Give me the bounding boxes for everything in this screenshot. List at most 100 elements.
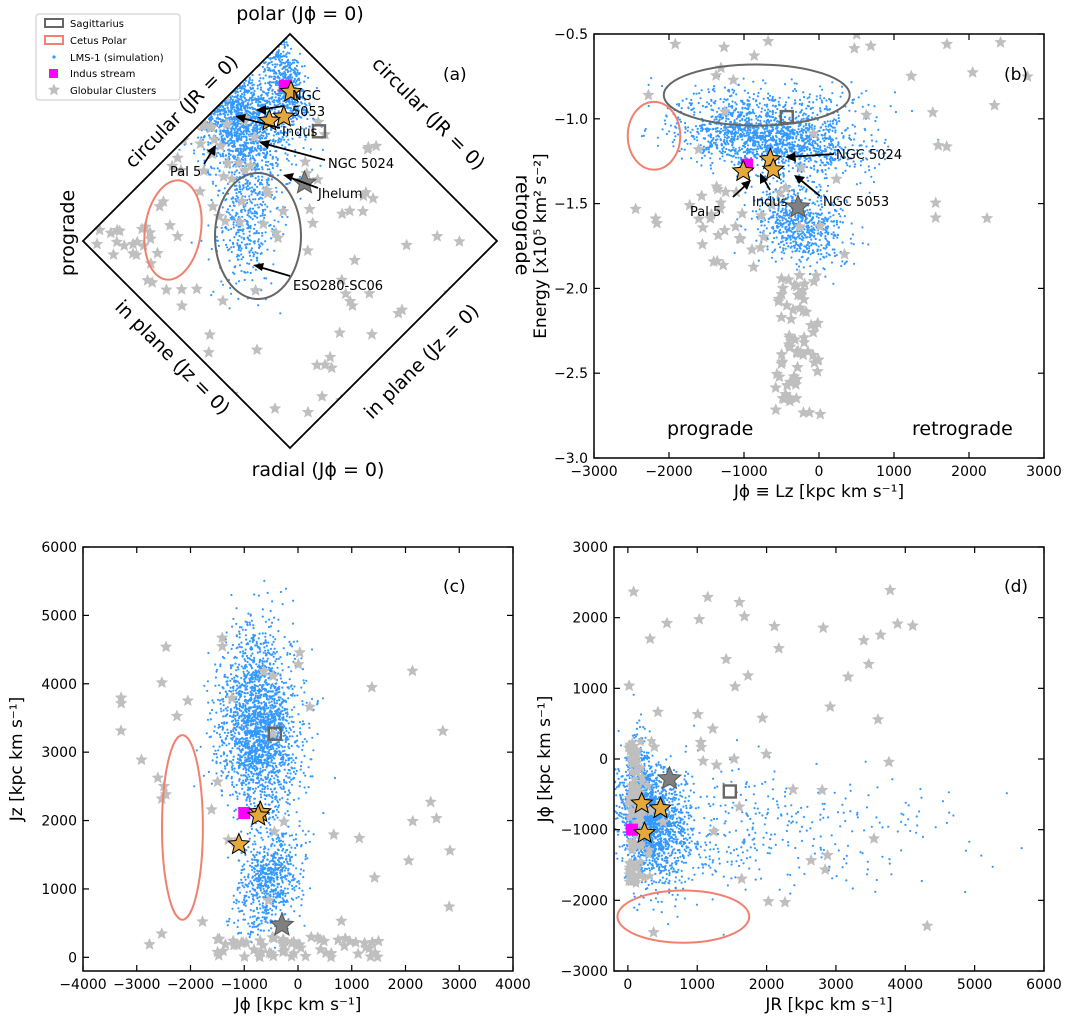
lms-point (742, 115, 746, 118)
lms-point (261, 214, 264, 217)
lms-point (737, 129, 740, 132)
legend-indus-label: Indus stream (70, 69, 135, 80)
lms-point (243, 82, 246, 85)
lms-point (762, 191, 765, 194)
lms-point (784, 212, 787, 215)
lms-point (190, 241, 193, 244)
lms-point (209, 107, 212, 110)
lms-point (799, 149, 802, 152)
lms-point (836, 144, 839, 147)
lms-point (733, 163, 736, 166)
lms-point (241, 75, 244, 78)
lms-point (873, 166, 877, 170)
lms-point (790, 230, 793, 233)
lms-point (299, 197, 302, 200)
lms-point (723, 138, 726, 141)
lms-point (802, 139, 805, 142)
lms-point (245, 132, 248, 135)
lms-point (299, 81, 302, 84)
lms-point (816, 150, 820, 153)
lms-point (859, 182, 862, 185)
lms-point (222, 192, 225, 195)
lms-point (757, 259, 760, 262)
lms-point (187, 130, 190, 133)
lms-point (236, 128, 239, 131)
lms-point (248, 195, 251, 198)
lms-point (264, 203, 267, 206)
lms-point (776, 146, 780, 149)
lms-point (686, 129, 689, 132)
lms-point (768, 120, 771, 123)
lms-point (308, 125, 311, 128)
lms-point (827, 241, 830, 244)
lms-point (841, 241, 844, 244)
lms-point (844, 129, 847, 132)
lms-point (261, 234, 264, 237)
lms-point (258, 83, 261, 86)
gc-star (190, 282, 204, 295)
lms-point (272, 31, 274, 33)
lms-point (643, 129, 647, 132)
lms-point (822, 129, 825, 132)
lms-point (779, 140, 782, 143)
lms-point (259, 214, 262, 217)
lms-point (257, 238, 260, 241)
gc-star (174, 163, 188, 176)
lms-point (271, 63, 274, 66)
lms-point (721, 152, 724, 155)
lms-point (755, 157, 759, 160)
lms-point (750, 217, 753, 220)
lms-point (807, 179, 810, 182)
legend-sgr-marker (44, 18, 64, 28)
lms-point (824, 163, 827, 167)
lms-point (253, 64, 256, 67)
lms-point (805, 247, 809, 250)
lms-point (830, 261, 834, 264)
lms-point (312, 117, 315, 120)
lms-point (283, 41, 286, 44)
lms-point (269, 69, 272, 72)
lms-point (220, 125, 223, 128)
lms-point (734, 126, 737, 129)
lms-point (787, 223, 790, 226)
lms-point (768, 129, 771, 132)
lms-point (189, 127, 192, 130)
lms-point (836, 236, 839, 239)
lms-point (255, 168, 258, 171)
lms-point (260, 242, 263, 245)
lms-point (244, 153, 247, 156)
lms-point (273, 219, 276, 222)
lms-point (724, 129, 727, 132)
lms-point (644, 127, 647, 131)
lms-point (229, 142, 232, 145)
lms-point (780, 210, 783, 213)
lms-point (801, 188, 804, 191)
lms-point (275, 51, 278, 54)
lms-point (248, 262, 251, 265)
lms-point (837, 141, 840, 144)
lms-point (286, 153, 289, 156)
lms-point (765, 105, 769, 108)
lms-point (725, 153, 729, 156)
lms-point (803, 149, 806, 152)
lms-point (781, 225, 784, 228)
lms-point (236, 188, 239, 191)
lms-point (782, 155, 786, 158)
lms-point (301, 107, 304, 110)
lms-point (825, 156, 828, 159)
lms-point (254, 147, 257, 150)
lms-point (257, 118, 260, 121)
lms-point (235, 233, 238, 236)
lms-point (288, 66, 291, 69)
lms-point (232, 216, 235, 219)
lms-point (277, 103, 280, 106)
lms-point (248, 230, 251, 233)
panel-b: (b) prograde retrograde NGC 5024 NGC 505… (531, 27, 1062, 502)
lms-point (258, 147, 261, 150)
lms-point (862, 140, 866, 143)
lms-point (802, 125, 805, 128)
lms-point (216, 92, 219, 95)
lms-point (798, 102, 801, 106)
lms-point (264, 231, 267, 234)
lms-point (787, 164, 790, 167)
